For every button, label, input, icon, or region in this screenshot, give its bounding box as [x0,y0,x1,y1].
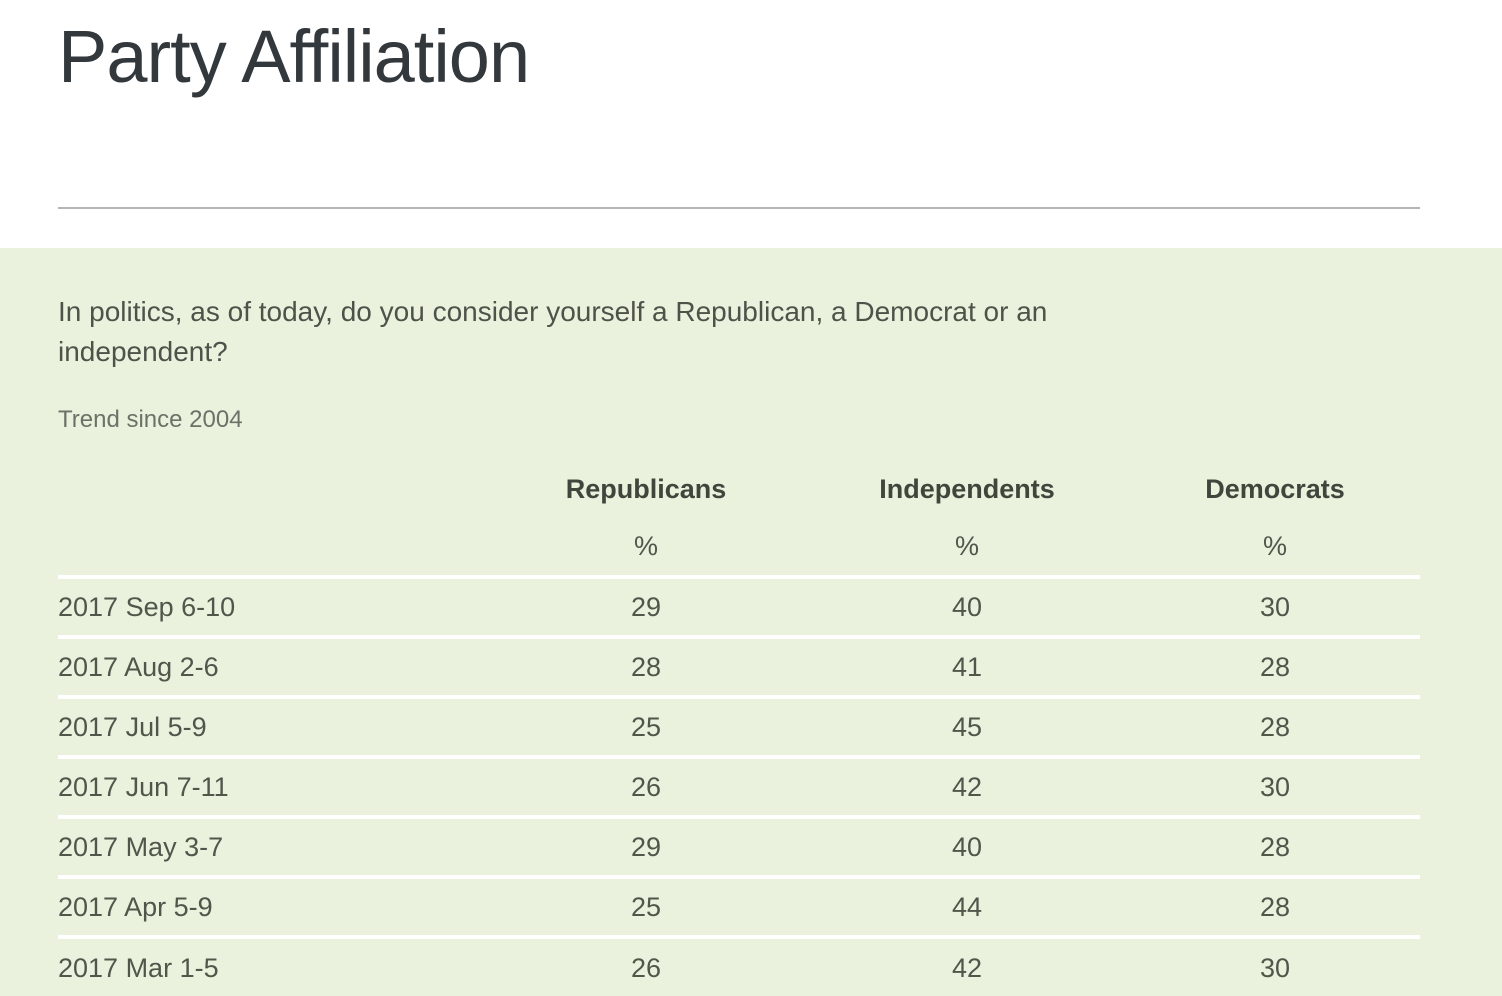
unit-cell: % [954,530,979,561]
table-header-row: Republicans Independents Democrats [58,462,1420,517]
table-row: 2017 Mar 1-5 26 42 30 [58,935,1420,996]
row-date-cell: 2017 Mar 1-5 [58,935,488,996]
row-value-cell: 45 [804,695,1130,758]
row-value-cell: 41 [804,635,1130,698]
row-value-cell: 28 [1130,875,1420,938]
unit-row: % % % [58,517,1420,577]
row-date-cell: 2017 Jul 5-9 [58,695,488,758]
table-row: 2017 Jul 5-9 25 45 28 [58,695,1420,758]
table-row: 2017 May 3-7 29 40 28 [58,815,1420,878]
row-value-cell: 25 [488,695,804,758]
row-value-cell: 29 [488,575,804,638]
unit-cell: % [1262,530,1287,561]
column-header-independents: Independents [879,474,1055,505]
date-column-header [58,462,488,517]
unit-cell-empty [58,517,488,577]
row-date-cell: 2017 Apr 5-9 [58,875,488,938]
row-value-cell: 28 [1130,695,1420,758]
row-value-cell: 29 [488,815,804,878]
column-header-democrats: Democrats [1205,474,1345,505]
table-row: 2017 Jun 7-11 26 42 30 [58,755,1420,818]
row-date-cell: 2017 Jun 7-11 [58,755,488,818]
row-value-cell: 26 [488,935,804,996]
table-row: 2017 Aug 2-6 28 41 28 [58,635,1420,698]
row-value-cell: 25 [488,875,804,938]
row-date-cell: 2017 May 3-7 [58,815,488,878]
unit-cell: % [633,530,658,561]
poll-question: In politics, as of today, do you conside… [58,296,1048,368]
row-value-cell: 26 [488,755,804,818]
row-value-cell: 44 [804,875,1130,938]
row-value-cell: 30 [1130,575,1420,638]
table-row: 2017 Apr 5-9 25 44 28 [58,875,1420,938]
page-header: Party Affiliation [0,0,1502,248]
header-divider [58,207,1420,209]
row-date-cell: 2017 Aug 2-6 [58,635,488,698]
row-value-cell: 28 [1130,635,1420,698]
poll-table: Republicans Independents Democrats % % %… [58,462,1420,996]
row-value-cell: 40 [804,575,1130,638]
trend-note: Trend since 2004 [58,406,243,434]
table-row: 2017 Sep 6-10 29 40 30 [58,575,1420,638]
row-value-cell: 40 [804,815,1130,878]
column-header-republicans: Republicans [565,474,727,505]
row-value-cell: 28 [488,635,804,698]
row-value-cell: 30 [1130,935,1420,996]
row-value-cell: 30 [1130,755,1420,818]
poll-section: In politics, as of today, do you conside… [0,248,1502,996]
page-title: Party Affiliation [58,15,530,98]
row-value-cell: 42 [804,755,1130,818]
row-date-cell: 2017 Sep 6-10 [58,575,488,638]
row-value-cell: 42 [804,935,1130,996]
row-value-cell: 28 [1130,815,1420,878]
